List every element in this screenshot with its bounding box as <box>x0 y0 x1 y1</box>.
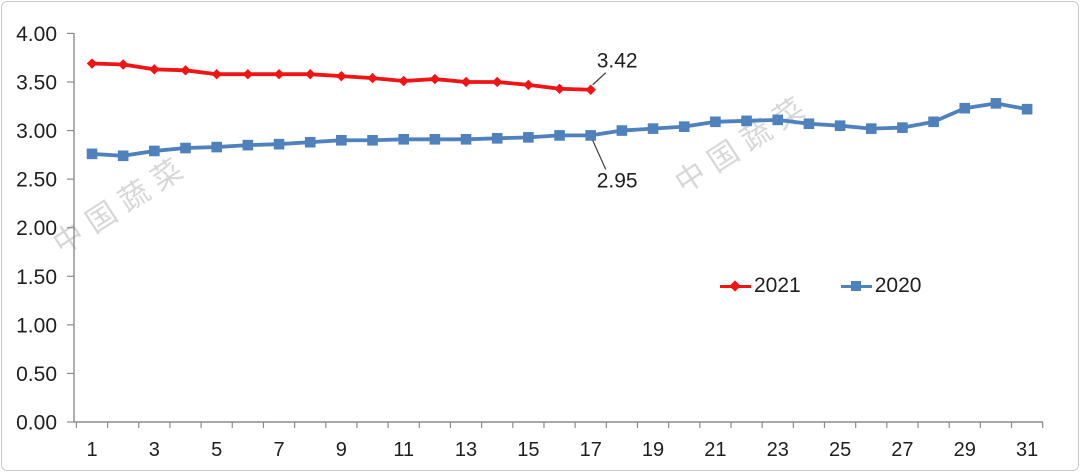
x-axis-label: 9 <box>336 439 347 461</box>
y-axis-label: 1.50 <box>16 266 57 289</box>
legend-label: 2021 <box>754 274 801 297</box>
marker-diamond <box>242 69 254 80</box>
y-axis-label: 3.00 <box>16 120 57 143</box>
marker-square <box>772 114 784 126</box>
marker-square <box>834 120 846 131</box>
marker-square <box>149 145 160 157</box>
marker-square <box>273 138 285 150</box>
marker-diamond <box>336 70 347 82</box>
marker-square <box>460 133 472 145</box>
legend-item-2020: 2020 <box>840 274 922 298</box>
marker-square <box>554 130 565 141</box>
x-axis-label: 25 <box>829 439 851 461</box>
marker-square <box>242 139 254 151</box>
marker-diamond <box>429 73 441 85</box>
marker-diamond <box>585 84 596 95</box>
y-axis-label: 2.50 <box>16 169 57 192</box>
series-2020 <box>86 98 1033 162</box>
y-axis-label: 0.50 <box>16 363 57 386</box>
annotation-leader-2021 <box>592 72 607 86</box>
marker-diamond <box>492 76 503 88</box>
x-axis-label: 17 <box>580 439 602 461</box>
marker-square <box>211 141 222 153</box>
x-axis-label: 13 <box>455 439 477 461</box>
marker-square <box>865 123 877 134</box>
marker-square <box>523 132 534 143</box>
marker-square <box>367 134 378 146</box>
series-line-2020 <box>90 101 1029 158</box>
x-axis-label: 15 <box>517 439 539 461</box>
marker-square <box>710 116 721 128</box>
annotation-leader-2020 <box>592 140 607 170</box>
series-2021 <box>86 58 596 95</box>
legend: 2021 2020 <box>720 274 921 298</box>
marker-square <box>1021 103 1033 115</box>
y-axis-label: 2.00 <box>16 217 57 240</box>
marker-square <box>585 130 597 141</box>
annotation-label-2021: 3.42 <box>597 50 638 73</box>
marker-square <box>928 116 939 128</box>
marker-square <box>959 102 971 114</box>
marker-diamond <box>367 72 378 84</box>
y-axis: 0.00 0.50 1.00 1.50 2.00 2.50 3.00 3.50 4.00 <box>16 23 75 435</box>
marker-square <box>803 118 815 130</box>
marker-diamond <box>554 83 565 94</box>
marker-square <box>741 115 752 127</box>
x-axis-label: 19 <box>642 439 664 461</box>
marker-square <box>398 133 409 145</box>
x-axis-label: 3 <box>149 439 160 461</box>
y-axis-label: 1.00 <box>16 314 57 337</box>
y-axis-label: 0.00 <box>16 412 57 435</box>
legend-label: 2020 <box>874 274 922 297</box>
marker-diamond <box>211 69 222 80</box>
x-axis-label: 31 <box>1016 439 1038 461</box>
x-axis-label: 11 <box>393 439 414 461</box>
marker-diamond <box>460 76 472 88</box>
marker-square <box>180 142 191 154</box>
marker-diamond <box>523 79 534 91</box>
marker-square <box>647 123 659 134</box>
marker-square <box>491 133 503 144</box>
legend-square-icon <box>840 275 872 297</box>
y-axis-label: 3.50 <box>16 71 57 94</box>
marker-diamond <box>180 65 191 76</box>
series-lines <box>86 58 1033 162</box>
marker-square <box>990 98 1002 109</box>
marker-square <box>616 125 628 136</box>
marker-square <box>117 150 129 162</box>
marker-diamond <box>304 69 316 80</box>
marker-diamond <box>149 64 160 75</box>
marker-square <box>304 136 316 148</box>
x-axis-label: 29 <box>954 439 976 461</box>
marker-square <box>678 121 690 132</box>
x-axis-label: 23 <box>767 439 789 461</box>
marker-square <box>86 148 98 160</box>
marker-diamond <box>398 75 409 87</box>
x-axis-label: 27 <box>891 439 913 461</box>
annotation-label-2020: 2.95 <box>597 169 638 192</box>
marker-square <box>429 133 441 145</box>
legend-diamond-icon <box>720 275 751 297</box>
x-axis-label: 1 <box>86 439 97 461</box>
y-axis-label: 4.00 <box>16 23 57 46</box>
marker-square <box>336 134 347 146</box>
data-labels: 3.42 2.95 <box>592 50 638 192</box>
x-axis-label: 21 <box>704 439 726 461</box>
legend-item-2021: 2021 <box>720 274 801 298</box>
marker-diamond <box>117 59 129 70</box>
marker-diamond <box>273 69 285 80</box>
x-axis-label: 5 <box>211 439 222 461</box>
marker-diamond <box>86 58 98 69</box>
x-axis-label: 7 <box>273 439 284 461</box>
marker-square <box>897 122 908 133</box>
x-axis: 1 3 5 7 9 11 13 15 17 19 21 23 25 27 29 31 <box>74 421 1044 461</box>
